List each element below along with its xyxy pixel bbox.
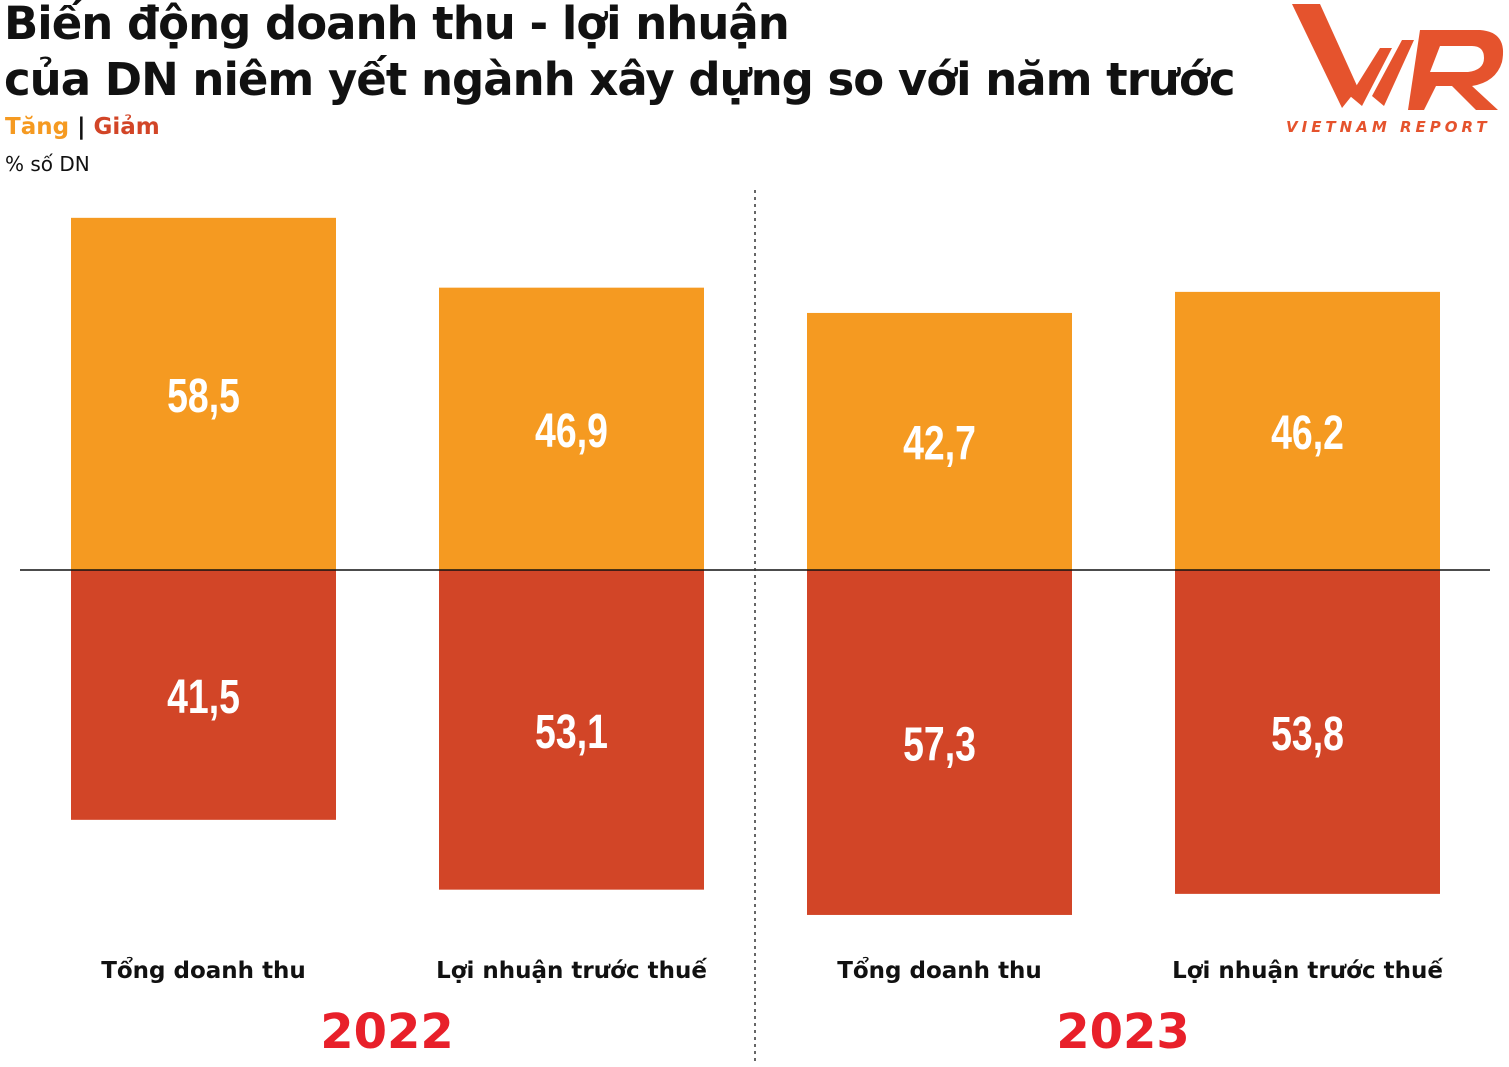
bar-decrease bbox=[1175, 570, 1440, 894]
bar-increase bbox=[1175, 291, 1440, 570]
data-label-increase: 46,9 bbox=[535, 404, 608, 458]
data-label-decrease: 53,1 bbox=[535, 705, 608, 759]
data-label-decrease: 57,3 bbox=[903, 718, 976, 772]
bar-decrease bbox=[807, 570, 1072, 915]
bar-increase bbox=[807, 312, 1072, 570]
year-label: 2022 bbox=[320, 1004, 454, 1060]
data-label-increase: 46,2 bbox=[1271, 407, 1344, 461]
title-line-2: của DN niêm yết ngành xây dựng so với nă… bbox=[4, 53, 1236, 106]
data-label-decrease: 53,8 bbox=[1271, 708, 1344, 762]
chart-title: Biến động doanh thu - lợi nhuận của DN n… bbox=[4, 0, 1236, 108]
data-label-increase: 58,5 bbox=[167, 370, 240, 424]
category-label: Tổng doanh thu bbox=[101, 956, 306, 984]
year-label: 2023 bbox=[1056, 1004, 1190, 1060]
bar-decrease bbox=[71, 570, 336, 820]
title-line-1: Biến động doanh thu - lợi nhuận bbox=[4, 0, 790, 50]
legend-separator: | bbox=[77, 114, 86, 140]
vnr-logo: VIETNAM REPORT bbox=[1286, 4, 1504, 136]
data-label-increase: 42,7 bbox=[903, 417, 976, 471]
legend: Tăng | Giảm bbox=[5, 114, 160, 140]
logo-text: VIETNAM REPORT bbox=[1286, 118, 1491, 136]
data-label-decrease: 41,5 bbox=[167, 671, 240, 725]
bar-decrease bbox=[439, 570, 704, 890]
bar-increase bbox=[439, 287, 704, 570]
unit-label: % số DN bbox=[5, 152, 90, 176]
legend-decrease: Giảm bbox=[93, 114, 160, 140]
bar-increase bbox=[71, 217, 336, 570]
category-label: Lợi nhuận trước thuế bbox=[436, 957, 707, 984]
category-label: Lợi nhuận trước thuế bbox=[1172, 957, 1443, 984]
legend-increase: Tăng bbox=[5, 114, 70, 140]
category-label: Tổng doanh thu bbox=[837, 956, 1042, 984]
